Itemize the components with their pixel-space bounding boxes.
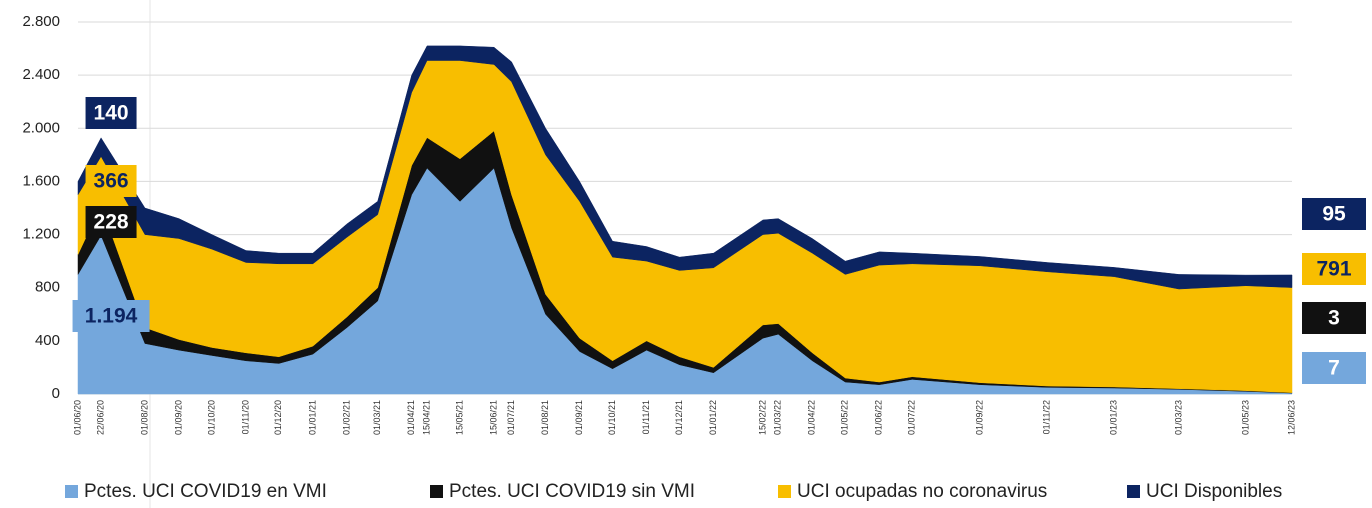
legend-label: Pctes. UCI COVID19 sin VMI: [449, 481, 695, 502]
x-tick-label: 01/01/21: [307, 400, 317, 435]
y-tick-label: 800: [35, 279, 60, 296]
x-tick-label: 01/04/21: [406, 400, 416, 435]
x-tick-label: 01/03/21: [372, 400, 382, 435]
legend-label: UCI ocupadas no coronavirus: [797, 481, 1047, 502]
x-tick-label: 01/07/21: [506, 400, 516, 435]
value-label-box: [1302, 253, 1366, 285]
x-tick-label: 01/11/22: [1042, 400, 1052, 434]
x-tick-label: 01/01/22: [708, 400, 718, 435]
x-tick-label: 01/04/22: [807, 400, 817, 435]
x-tick-label: 01/03/22: [773, 400, 783, 435]
x-tick-label: 01/09/20: [173, 400, 183, 435]
x-tick-label: 01/06/22: [874, 400, 884, 435]
area: [77, 60, 1293, 393]
x-tick-label: 01/03/23: [1173, 400, 1183, 435]
x-tick-label: 01/02/21: [341, 400, 351, 435]
x-tick-label: 01/01/23: [1109, 400, 1119, 435]
x-tick-label: 01/06/20: [72, 400, 82, 435]
x-tick-label: 12/06/23: [1286, 400, 1296, 435]
x-tick-label: 01/12/21: [674, 400, 684, 435]
x-tick-label: 01/10/21: [607, 400, 617, 435]
y-tick-label: 1.200: [22, 226, 60, 243]
x-tick-label: 01/11/21: [641, 400, 651, 434]
x-tick-label: 01/05/23: [1240, 400, 1250, 435]
value-label-box: [72, 300, 150, 332]
y-tick-label: 2.800: [22, 13, 60, 30]
value-label: 3: [1328, 307, 1340, 330]
y-tick-label: 0: [52, 385, 60, 402]
x-tick-label: 15/04/21: [421, 400, 431, 435]
x-tick-label: 01/08/20: [139, 400, 149, 435]
area: [77, 45, 1293, 290]
value-label-box: [1302, 198, 1366, 230]
x-tick-label: 01/07/22: [907, 400, 917, 435]
y-tick-label: 400: [35, 332, 60, 349]
x-tick-label: 01/12/20: [273, 400, 283, 435]
legend-swatch: [430, 485, 443, 498]
x-tick-label: 22/06/20: [95, 400, 105, 435]
x-tick-label: 01/11/20: [240, 400, 250, 434]
value-label: 95: [1322, 203, 1346, 226]
x-tick-label: 01/09/21: [574, 400, 584, 435]
x-tick-label: 15/06/21: [488, 400, 498, 435]
value-label: 228: [94, 211, 129, 234]
value-label: 791: [1316, 258, 1351, 281]
legend-label: UCI Disponibles: [1146, 481, 1282, 502]
x-tick-label: 01/09/22: [975, 400, 985, 435]
value-label: 140: [94, 102, 129, 125]
x-tick-label: 01/08/21: [540, 400, 550, 435]
x-tick-label: 15/05/21: [454, 400, 464, 435]
y-tick-label: 2.400: [22, 66, 60, 83]
value-label-box: [85, 206, 137, 238]
legend-label: Pctes. UCI COVID19 en VMI: [84, 481, 327, 502]
legend-swatch: [778, 485, 791, 498]
value-label-box: [1302, 352, 1366, 384]
value-label: 366: [94, 170, 129, 193]
y-tick-label: 1.600: [22, 172, 60, 189]
value-label-box: [85, 165, 137, 197]
x-tick-label: 01/10/20: [206, 400, 216, 435]
x-tick-label: 15/02/22: [757, 400, 767, 435]
y-tick-label: 2.000: [22, 119, 60, 136]
legend-swatch: [65, 485, 78, 498]
value-label: 1.194: [85, 305, 138, 328]
value-label-box: [85, 97, 137, 129]
value-label: 7: [1328, 357, 1340, 380]
x-tick-label: 01/05/22: [840, 400, 850, 435]
legend-swatch: [1127, 485, 1140, 498]
value-label-box: [1302, 302, 1366, 334]
